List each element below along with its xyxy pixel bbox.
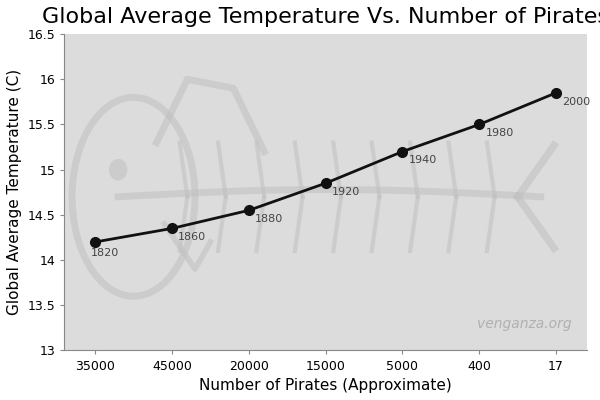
Text: venganza.org: venganza.org [476, 318, 571, 332]
Text: 1920: 1920 [332, 187, 360, 197]
Text: 1860: 1860 [178, 232, 206, 242]
Text: 1980: 1980 [485, 128, 514, 138]
Circle shape [109, 159, 127, 180]
Title: Global Average Temperature Vs. Number of Pirates: Global Average Temperature Vs. Number of… [42, 7, 600, 27]
X-axis label: Number of Pirates (Approximate): Number of Pirates (Approximate) [199, 378, 452, 393]
Text: 1880: 1880 [255, 214, 283, 224]
Y-axis label: Global Average Temperature (C): Global Average Temperature (C) [7, 69, 22, 315]
Text: 1820: 1820 [91, 248, 119, 258]
Text: 2000: 2000 [562, 96, 590, 106]
Text: 1940: 1940 [409, 155, 437, 165]
